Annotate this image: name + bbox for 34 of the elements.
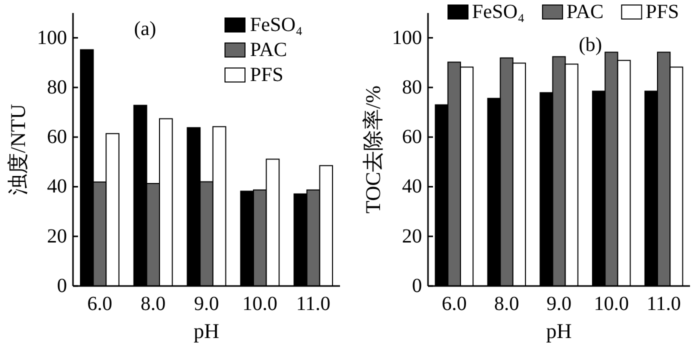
x-tick-label: 10.0 xyxy=(594,293,629,315)
y-tick-label: 20 xyxy=(402,225,422,248)
legend-label: PFS xyxy=(250,64,284,86)
x-tick-label: 9.0 xyxy=(546,293,572,315)
x-tick-label: 6.0 xyxy=(442,293,467,315)
legend-label: PFS xyxy=(646,1,679,23)
y-tick-label: 40 xyxy=(402,176,422,198)
x-axis-title: pH xyxy=(546,319,572,343)
y-tick-label: 80 xyxy=(402,76,422,98)
x-tick-label: 6.0 xyxy=(87,293,112,315)
y-tick-label: 80 xyxy=(47,76,67,98)
x-tick-label: 8.0 xyxy=(494,293,520,315)
legend-label: PAC xyxy=(250,39,288,61)
x-axis-title: pH xyxy=(194,319,220,343)
x-tick-label: 8.0 xyxy=(140,293,166,315)
y-tick-label: 100 xyxy=(37,26,67,49)
y-tick-label: 60 xyxy=(47,126,67,148)
legend-label: FeSO₄ xyxy=(250,14,303,36)
y-tick-label: 40 xyxy=(47,176,67,198)
x-tick-label: 11.0 xyxy=(646,293,681,315)
chart-title: (a) xyxy=(134,18,156,40)
y-tick-label: 100 xyxy=(392,26,422,49)
legend-label: PAC xyxy=(566,1,604,23)
x-tick-label: 11.0 xyxy=(296,293,330,315)
y-tick-label: 0 xyxy=(57,275,67,297)
text: (b) xyxy=(578,34,602,56)
y-tick-label: 60 xyxy=(402,126,422,148)
y-axis-title: TOC去除率/% xyxy=(361,86,385,214)
x-tick-label: 9.0 xyxy=(194,293,219,315)
y-tick-label: 0 xyxy=(412,275,422,297)
legend-label: FeSO₄ xyxy=(472,1,525,23)
y-axis-title: 浊度/NTU xyxy=(6,104,30,195)
y-tick-label: 20 xyxy=(47,225,67,248)
x-tick-label: 10.0 xyxy=(242,293,278,315)
